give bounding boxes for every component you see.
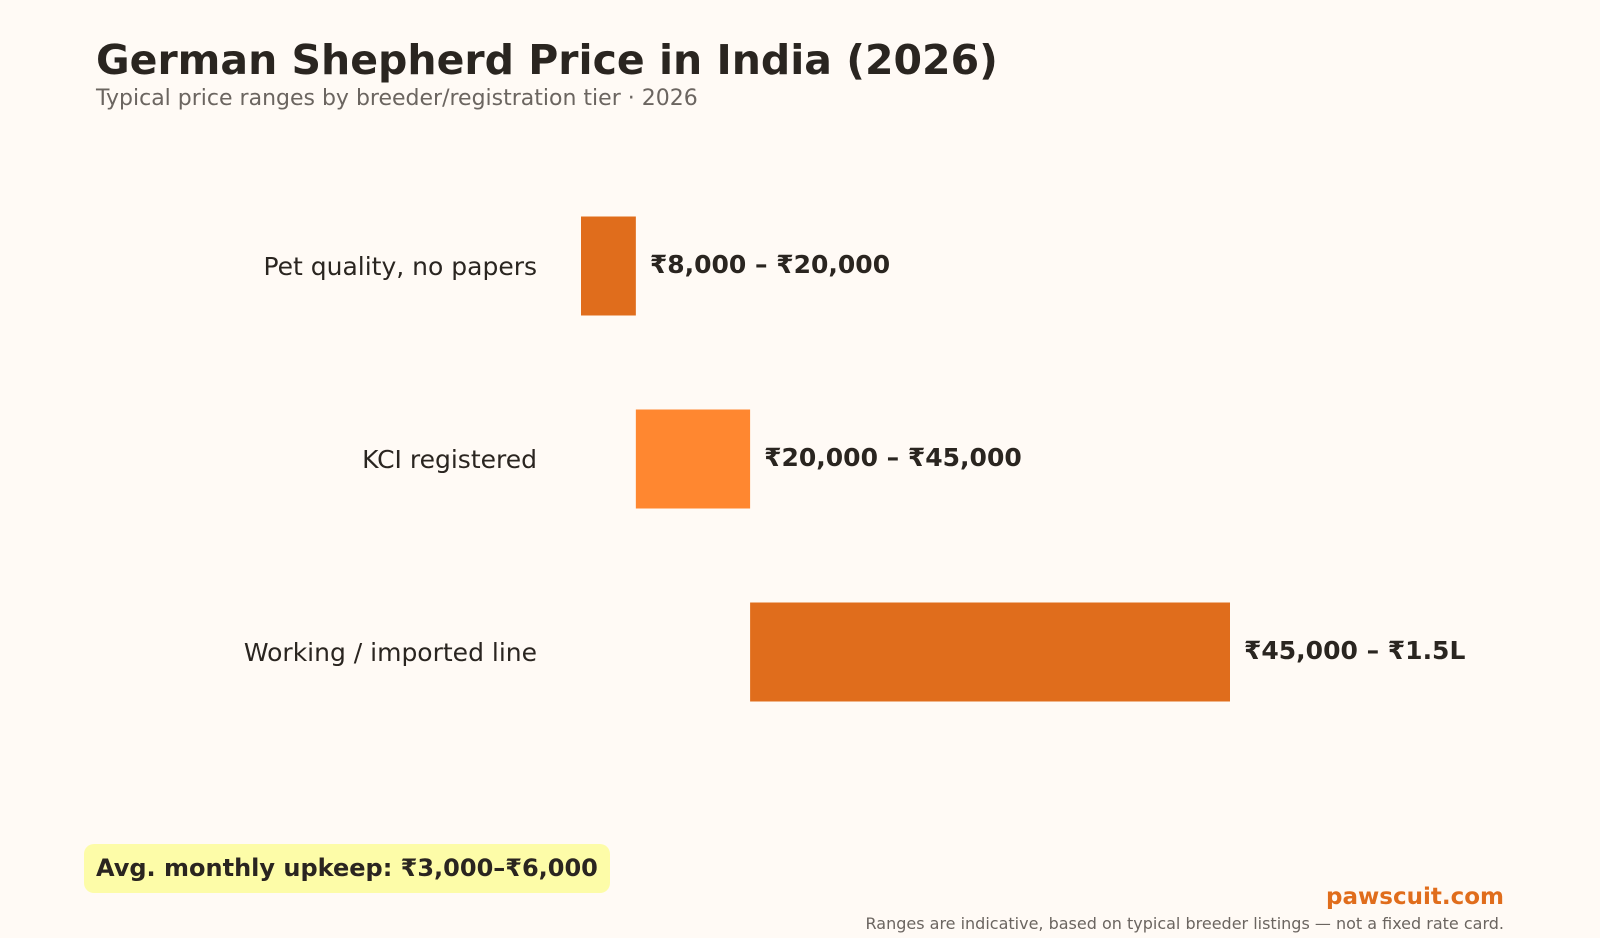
brand-link[interactable]: pawscuit.com [1326,884,1504,910]
upkeep-note: Avg. monthly upkeep: ₹3,000–₹6,000 [84,844,610,893]
range-bar-2 [750,602,1230,702]
category-label-2: Working / imported line [244,638,537,667]
chart-title: German Shepherd Price in India (2026) [96,36,998,84]
range-value-label-1: ₹20,000 – ₹45,000 [764,443,1022,472]
disclaimer-text: Ranges are indicative, based on typical … [865,914,1505,933]
category-label-0: Pet quality, no papers [263,252,537,281]
range-value-label-2: ₹45,000 – ₹1.5L [1244,636,1465,665]
chart-subtitle: Typical price ranges by breeder/registra… [96,86,698,111]
range-bar-0 [581,216,636,316]
range-bar-1 [635,409,751,509]
range-value-label-0: ₹8,000 – ₹20,000 [650,250,890,279]
category-label-1: KCI registered [362,445,537,474]
